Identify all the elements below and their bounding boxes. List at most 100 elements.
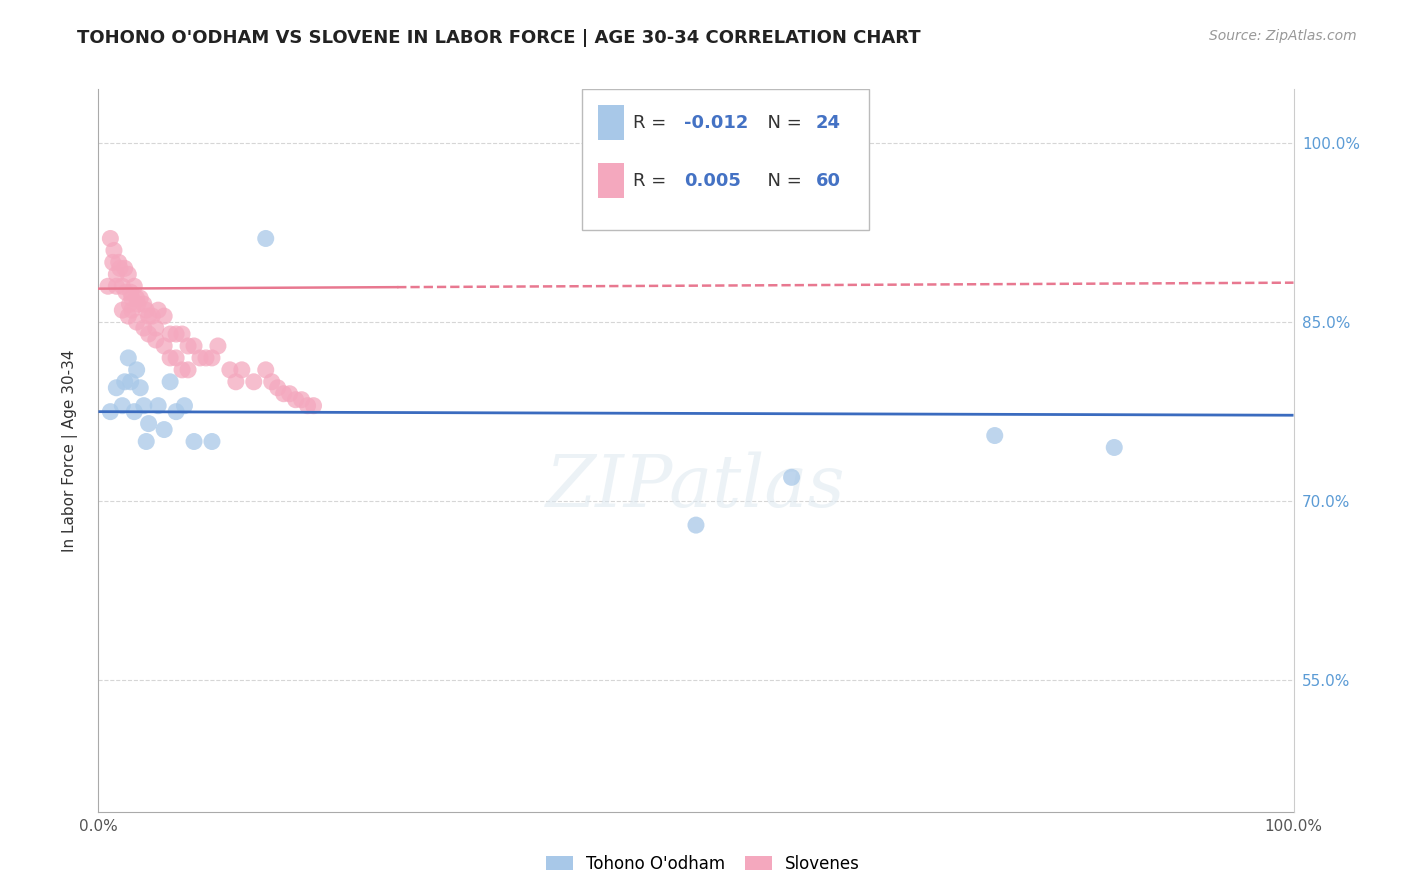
Point bbox=[685, 518, 707, 533]
Point bbox=[114, 375, 136, 389]
Point bbox=[145, 333, 167, 347]
Point bbox=[145, 321, 167, 335]
Point bbox=[124, 404, 146, 418]
Point bbox=[148, 399, 170, 413]
Point bbox=[165, 326, 187, 341]
Point bbox=[138, 326, 160, 341]
Point bbox=[135, 434, 157, 449]
Point bbox=[120, 285, 142, 300]
Point bbox=[141, 309, 163, 323]
Point bbox=[153, 423, 176, 437]
Point bbox=[107, 255, 129, 269]
Point bbox=[153, 309, 176, 323]
Point bbox=[118, 297, 141, 311]
Point bbox=[207, 339, 229, 353]
Point bbox=[254, 231, 277, 245]
Text: -0.012: -0.012 bbox=[685, 114, 748, 132]
Point bbox=[302, 399, 325, 413]
Point bbox=[165, 351, 187, 365]
Point bbox=[132, 297, 155, 311]
Point bbox=[172, 326, 194, 341]
Text: R =: R = bbox=[633, 172, 672, 190]
Point bbox=[172, 363, 194, 377]
Point bbox=[183, 339, 205, 353]
Text: 60: 60 bbox=[815, 172, 841, 190]
Point bbox=[165, 404, 187, 418]
Point bbox=[129, 291, 152, 305]
Text: 24: 24 bbox=[815, 114, 841, 132]
Point bbox=[188, 351, 211, 365]
Bar bbox=[598, 105, 624, 140]
Text: N =: N = bbox=[756, 114, 807, 132]
Point bbox=[111, 399, 134, 413]
Point bbox=[231, 363, 253, 377]
Point bbox=[260, 375, 283, 389]
Legend: Tohono O'odham, Slovenes: Tohono O'odham, Slovenes bbox=[540, 848, 866, 880]
Point bbox=[148, 303, 170, 318]
Point bbox=[177, 363, 200, 377]
FancyBboxPatch shape bbox=[582, 89, 869, 230]
Point bbox=[243, 375, 266, 389]
Point bbox=[125, 315, 148, 329]
Point bbox=[278, 386, 301, 401]
Y-axis label: In Labor Force | Age 30-34: In Labor Force | Age 30-34 bbox=[62, 349, 77, 552]
Text: R =: R = bbox=[633, 114, 672, 132]
Point bbox=[267, 381, 290, 395]
Point bbox=[117, 309, 139, 323]
Point bbox=[297, 399, 319, 413]
Text: N =: N = bbox=[756, 172, 807, 190]
Point bbox=[117, 351, 139, 365]
Point bbox=[105, 268, 128, 282]
Point bbox=[105, 381, 128, 395]
Text: ZIPatlas: ZIPatlas bbox=[546, 451, 846, 522]
Point bbox=[125, 291, 148, 305]
Point bbox=[1104, 441, 1126, 455]
Point bbox=[159, 375, 181, 389]
Text: Source: ZipAtlas.com: Source: ZipAtlas.com bbox=[1209, 29, 1357, 43]
Point bbox=[138, 309, 160, 323]
Point bbox=[225, 375, 247, 389]
Point bbox=[183, 434, 205, 449]
Point bbox=[219, 363, 242, 377]
Point bbox=[117, 268, 139, 282]
Point bbox=[125, 363, 148, 377]
Point bbox=[159, 326, 181, 341]
Point bbox=[254, 363, 277, 377]
Point bbox=[121, 291, 143, 305]
Point bbox=[129, 381, 152, 395]
Point bbox=[120, 375, 142, 389]
Bar bbox=[598, 163, 624, 198]
Point bbox=[273, 386, 295, 401]
Point bbox=[105, 279, 128, 293]
Point bbox=[132, 399, 155, 413]
Point bbox=[153, 339, 176, 353]
Point bbox=[195, 351, 218, 365]
Point bbox=[103, 244, 125, 258]
Point bbox=[173, 399, 195, 413]
Point bbox=[114, 261, 136, 276]
Point bbox=[124, 279, 146, 293]
Point bbox=[111, 279, 134, 293]
Point bbox=[111, 303, 134, 318]
Point bbox=[121, 303, 143, 318]
Point bbox=[984, 428, 1007, 442]
Text: TOHONO O'ODHAM VS SLOVENE IN LABOR FORCE | AGE 30-34 CORRELATION CHART: TOHONO O'ODHAM VS SLOVENE IN LABOR FORCE… bbox=[77, 29, 921, 46]
Point bbox=[201, 351, 224, 365]
Point bbox=[135, 303, 157, 318]
Point bbox=[138, 417, 160, 431]
Point bbox=[101, 255, 124, 269]
Text: 0.005: 0.005 bbox=[685, 172, 741, 190]
Point bbox=[108, 261, 131, 276]
Point bbox=[291, 392, 314, 407]
Point bbox=[132, 321, 155, 335]
Point bbox=[97, 279, 120, 293]
Point bbox=[98, 231, 122, 245]
Point bbox=[177, 339, 200, 353]
Point bbox=[201, 434, 224, 449]
Point bbox=[127, 297, 149, 311]
Point bbox=[115, 285, 138, 300]
Point bbox=[780, 470, 803, 484]
Point bbox=[284, 392, 307, 407]
Point bbox=[159, 351, 181, 365]
Point bbox=[98, 404, 122, 418]
